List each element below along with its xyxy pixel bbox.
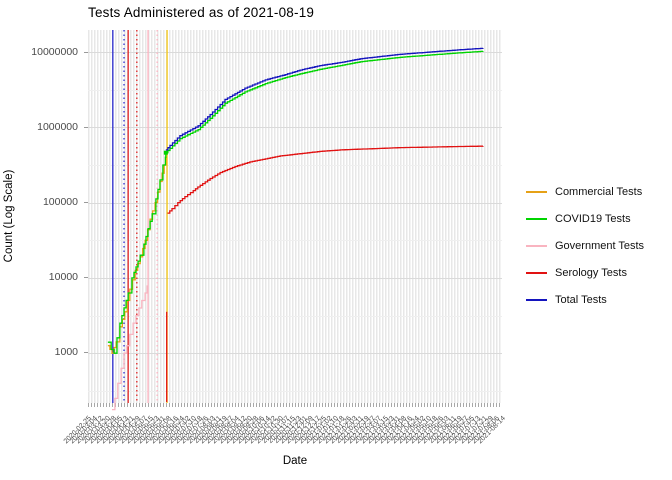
legend-item-total-tests: Total Tests [526,286,644,313]
legend-line-swatch-commercial [526,190,547,193]
series-line-serology-tests [167,145,484,214]
legend: Commercial Tests COVID19 Tests Governmen… [526,178,644,313]
gridline-minor [88,315,502,317]
gridline-minor [88,390,502,392]
legend-label: Government Tests [555,239,645,252]
y-tick-label: 10000000 [31,46,78,58]
y-tick-label: 1000000 [37,121,78,133]
gridline-minor [88,164,502,166]
legend-line-swatch-serology [526,271,547,274]
y-tick-mark [84,277,88,278]
y-tick-label: 100000 [42,196,78,208]
gridline-major [88,202,502,204]
legend-label: COVID19 Tests [555,212,631,225]
y-tick-mark [84,52,88,53]
series-line-covid19-tests [107,50,484,354]
series-marker-covid19-tests [163,150,168,155]
series-line-total-tests [165,47,484,151]
legend-label: Commercial Tests [555,185,643,198]
y-tick-mark [84,127,88,128]
legend-label: Serology Tests [555,266,627,279]
legend-item-serology-tests: Serology Tests [526,259,644,286]
x-axis-title: Date [282,455,308,467]
legend-item-government-tests: Government Tests [526,232,644,259]
legend-line-swatch-total [526,298,547,301]
y-tick-label: 10000 [48,271,78,283]
gridline-major [88,127,502,129]
y-tick-mark [84,352,88,353]
gridline-minor [88,240,502,242]
series-line-government-tests [112,285,148,411]
chart-title: Tests Administered as of 2021-08-19 [88,5,315,20]
legend-item-covid19-tests: COVID19 Tests [526,205,644,232]
gridline-minor [88,89,502,91]
legend-line-swatch-government [526,244,547,247]
legend-item-commercial-tests: Commercial Tests [526,178,644,205]
y-tick-label: 1000 [54,346,78,358]
gridline-major [88,353,502,355]
gridline-major [88,277,502,279]
y-tick-mark [84,202,88,203]
gridline-major [88,52,502,53]
x-axis-tick-marks [88,403,502,407]
legend-line-swatch-covid19 [526,217,547,220]
legend-label: Total Tests [555,293,607,306]
